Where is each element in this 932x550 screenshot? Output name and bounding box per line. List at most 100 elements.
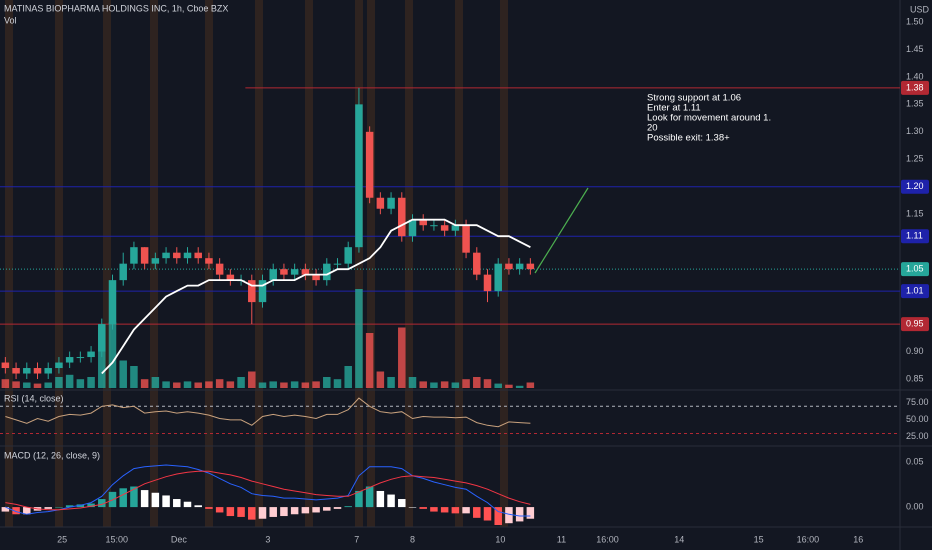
- candle-body: [290, 269, 299, 275]
- candle-body: [312, 274, 320, 281]
- moving-average: [101, 218, 531, 375]
- candle-body: [387, 197, 395, 209]
- rsi-line: [5, 397, 531, 428]
- currency: USD: [910, 4, 930, 14]
- volume-bar: [130, 366, 138, 388]
- candle-body: [440, 225, 449, 231]
- volume-bar: [237, 377, 245, 388]
- candle-body: [205, 258, 213, 264]
- session-stripe: [103, 0, 111, 527]
- candle-body: [119, 263, 127, 281]
- level-label: 1.20: [906, 181, 924, 191]
- volume-bar: [226, 381, 235, 388]
- session-stripe: [405, 0, 413, 527]
- x-tick-label: 11: [557, 534, 566, 544]
- x-tick-label: 7: [354, 534, 359, 544]
- candle-body: [473, 252, 481, 275]
- x-tick-label: 15:00: [106, 534, 129, 544]
- session-stripe: [455, 0, 463, 527]
- volume-bar: [12, 381, 20, 388]
- macd-histogram-bar: [119, 488, 127, 508]
- session-stripe: [5, 0, 13, 527]
- macd-histogram-bar: [151, 492, 160, 508]
- macd-histogram-bar: [280, 507, 288, 517]
- macd-histogram-bar: [162, 495, 170, 508]
- volume-bar: [526, 382, 535, 388]
- volume-bar: [108, 322, 117, 388]
- volume-bar: [162, 381, 170, 388]
- macd-histogram-bar: [451, 507, 460, 514]
- candle-body: [526, 263, 535, 270]
- candle-body: [151, 258, 160, 264]
- macd-histogram-bar: [1, 507, 10, 512]
- rsi-tick-label: 50.00: [906, 414, 929, 424]
- session-stripe: [55, 0, 63, 527]
- candle-body: [108, 280, 117, 325]
- macd-histogram-bar: [398, 499, 406, 508]
- volume-bar: [323, 377, 331, 388]
- volume-bar: [419, 381, 427, 388]
- macd-histogram-bar: [430, 507, 438, 512]
- macd-histogram-bar: [194, 505, 202, 508]
- volume-bar: [194, 382, 202, 388]
- x-tick-label: 8: [410, 534, 415, 544]
- y-tick-label: 1.30: [906, 126, 924, 136]
- macd-histogram-bar: [462, 507, 470, 514]
- volume-bar: [183, 381, 192, 388]
- macd-histogram-bar: [494, 507, 502, 525]
- last-price-tag: [901, 262, 929, 277]
- candle-body: [408, 219, 417, 237]
- volume-bar: [258, 382, 267, 388]
- x-tick-label: Dec: [171, 534, 188, 544]
- y-tick-label: 1.35: [906, 99, 924, 109]
- macd-histogram-bar: [248, 507, 256, 520]
- annotation-line: Possible exit: 1.38+: [647, 133, 730, 144]
- volume-bar: [462, 379, 470, 388]
- volume-bar: [76, 379, 85, 388]
- macd-histogram-bar: [258, 507, 267, 519]
- candle-body: [483, 274, 492, 292]
- candle-body: [55, 362, 63, 369]
- macd-histogram-bar: [312, 507, 320, 513]
- macd-histogram-bar: [237, 507, 245, 517]
- macd-histogram-bar: [12, 507, 20, 515]
- volume-bar: [33, 383, 42, 388]
- session-stripe: [367, 0, 375, 527]
- symbol-title: MATINAS BIOPHARMA HOLDINGS INC, 1h, Cboe…: [4, 3, 228, 13]
- candle-body: [162, 252, 170, 259]
- macd-histogram-bar: [483, 507, 492, 521]
- volume-bar: [280, 382, 288, 388]
- candle-body: [505, 263, 513, 270]
- candle-body: [44, 368, 52, 374]
- macd-title: MACD (12, 26, close, 9): [4, 450, 100, 460]
- macd-histogram-bar: [323, 507, 331, 511]
- candle-body: [462, 225, 470, 253]
- candle-body: [365, 131, 374, 198]
- candle-body: [419, 219, 427, 226]
- level-tag: [901, 317, 929, 332]
- volume-label: Vol: [4, 15, 17, 25]
- macd-histogram-bar: [408, 507, 417, 508]
- candle-body: [87, 351, 95, 358]
- candle-body: [301, 269, 310, 275]
- session-stripe: [500, 0, 508, 527]
- macd-histogram-bar: [269, 507, 277, 517]
- volume-bar: [290, 381, 299, 388]
- volume-bar: [408, 377, 417, 388]
- volume-bar: [140, 379, 149, 388]
- volume-bar: [494, 383, 502, 388]
- volume-bar: [398, 327, 406, 388]
- volume-bar: [173, 382, 181, 388]
- candle-body: [183, 252, 192, 259]
- macd-histogram-bar: [333, 507, 342, 509]
- candle-body: [98, 324, 106, 352]
- candle-body: [248, 280, 256, 303]
- y-tick-label: 1.50: [906, 16, 924, 26]
- candle-body: [430, 225, 438, 227]
- volume-bar: [301, 382, 310, 388]
- x-tick-label: 14: [674, 534, 684, 544]
- rsi-tick-label: 25.00: [906, 431, 929, 441]
- session-stripe: [305, 0, 313, 527]
- candle-body: [269, 269, 277, 281]
